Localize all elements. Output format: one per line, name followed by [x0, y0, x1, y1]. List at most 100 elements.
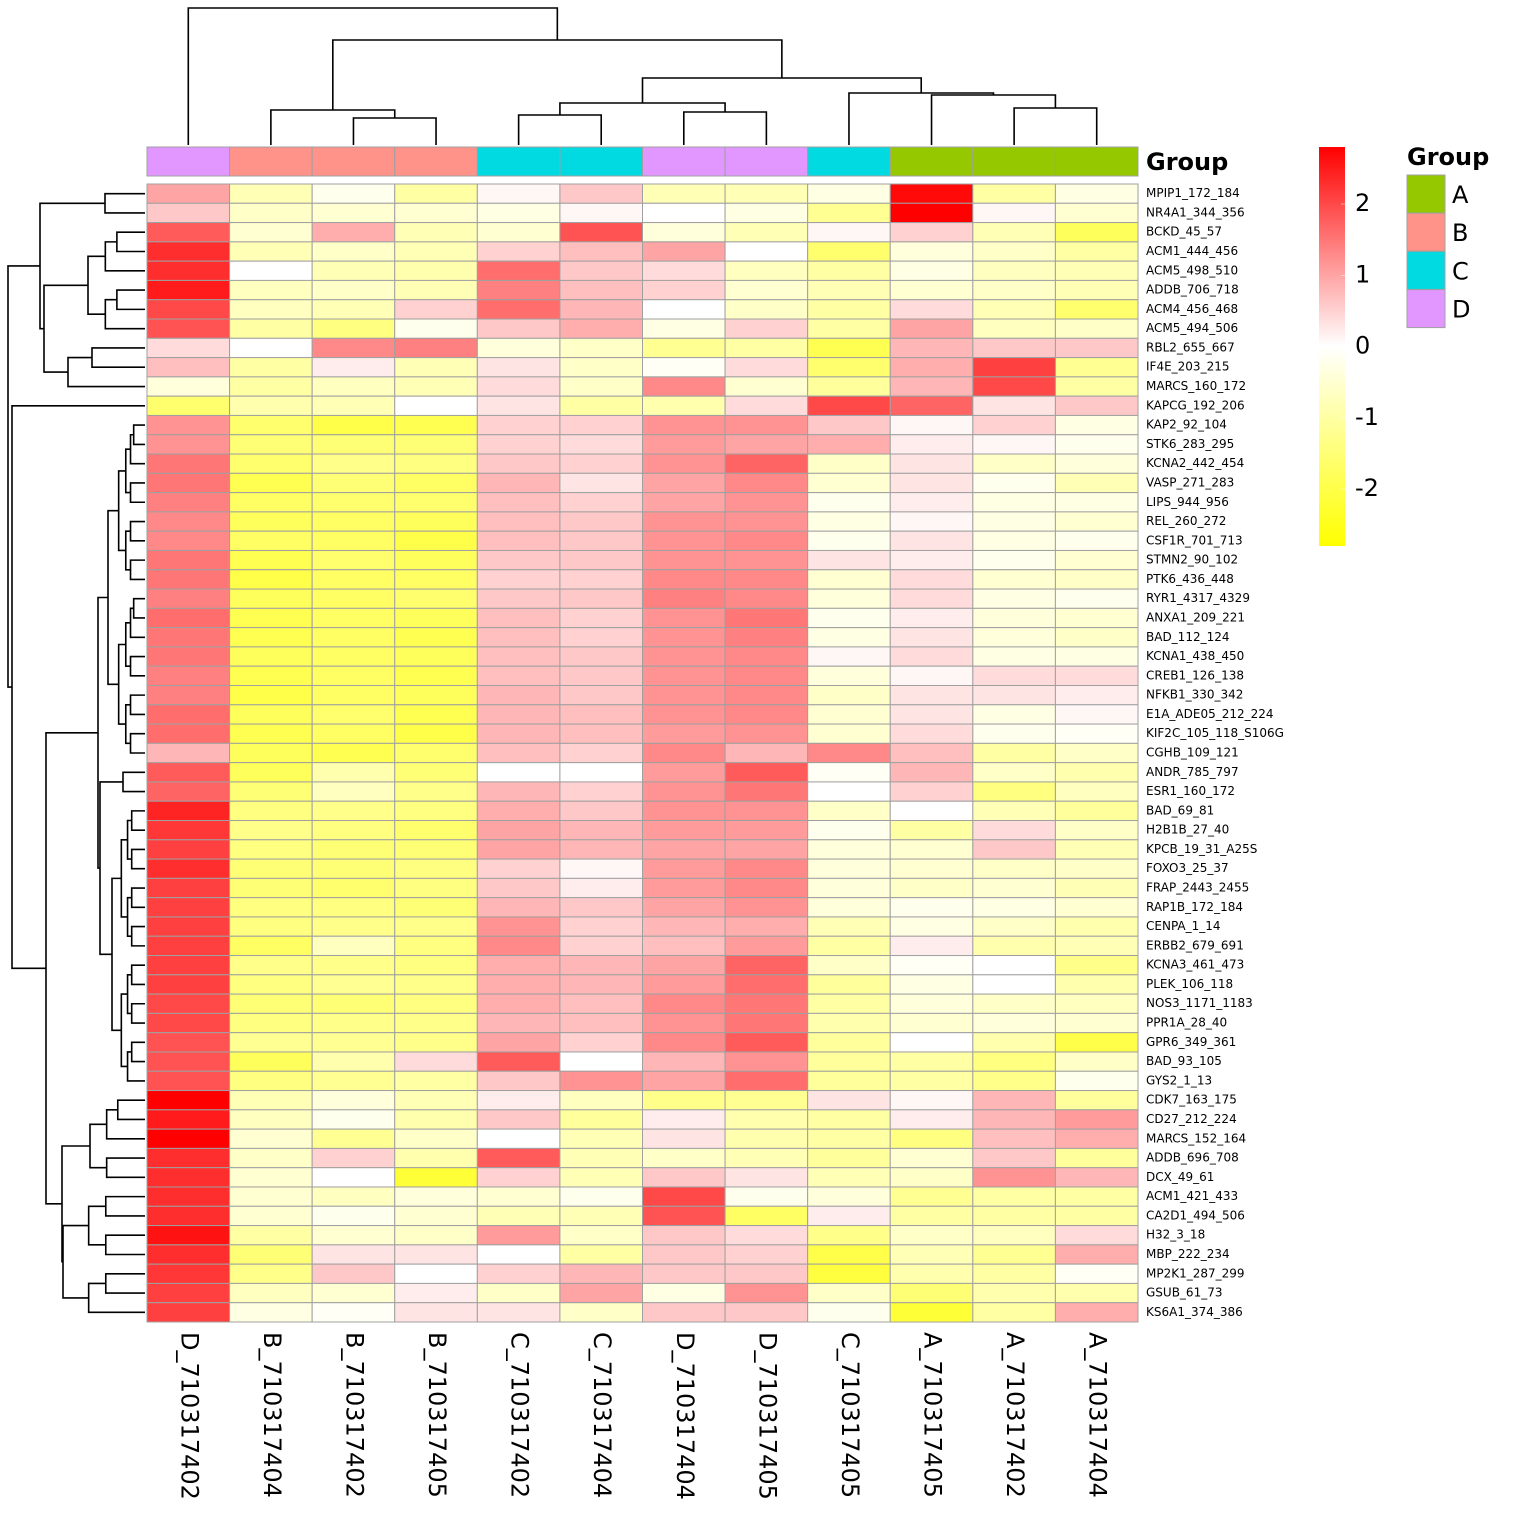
heatmap-cell — [1054, 202, 1139, 224]
heatmap-cell — [889, 549, 974, 571]
heatmap-cell — [311, 935, 396, 957]
heatmap-cell — [972, 704, 1056, 725]
heatmap-cell — [311, 395, 396, 416]
heatmap-cell — [394, 974, 478, 995]
heatmap-cell — [229, 1109, 313, 1130]
heatmap-cell — [229, 511, 313, 532]
heatmap-cell — [229, 1263, 313, 1284]
heatmap-cell — [394, 492, 478, 513]
heatmap-cell — [146, 723, 231, 744]
heatmap-cell — [559, 627, 644, 648]
heatmap-cell — [311, 704, 396, 725]
heatmap-cell — [559, 993, 644, 1014]
row-label: ERBB2_679_691 — [1146, 938, 1244, 952]
heatmap-cell — [807, 665, 891, 686]
heatmap-cell — [972, 877, 1056, 899]
row-label: RBL2_655_667 — [1146, 340, 1235, 354]
row-label: STK6_283_295 — [1146, 437, 1234, 451]
heatmap-cell — [229, 1012, 313, 1034]
heatmap-cell — [146, 607, 231, 629]
heatmap-cell — [146, 1205, 231, 1227]
heatmap-cell — [889, 299, 974, 320]
heatmap-cell — [724, 241, 809, 262]
heatmap-cell — [146, 1147, 231, 1169]
heatmap-cell — [1054, 684, 1139, 706]
heatmap-cell — [476, 569, 561, 590]
heatmap-cell — [476, 742, 561, 764]
heatmap-cell — [229, 1186, 313, 1207]
heatmap-cell — [229, 357, 313, 378]
heatmap-cell — [1054, 395, 1139, 416]
heatmap-cell — [559, 1205, 644, 1227]
heatmap-cell — [476, 453, 561, 474]
heatmap-cell — [559, 511, 644, 532]
heatmap-cell — [972, 453, 1056, 474]
heatmap-cell — [889, 530, 974, 551]
heatmap-cell — [394, 684, 478, 706]
heatmap-cell — [972, 723, 1056, 744]
heatmap-cell — [972, 202, 1056, 224]
heatmap-cell — [889, 607, 974, 629]
heatmap-cell — [476, 414, 561, 436]
heatmap-cell — [229, 800, 313, 822]
heatmap-cell — [972, 1225, 1056, 1246]
row-label: FOXO3_25_37 — [1146, 861, 1229, 875]
heatmap-cell — [1054, 530, 1139, 551]
heatmap-cell — [229, 492, 313, 513]
heatmap-cell — [807, 453, 891, 474]
heatmap-cell — [724, 762, 809, 783]
heatmap-cell — [311, 1147, 396, 1169]
heatmap-cell — [229, 376, 313, 397]
legend-label: C — [1452, 257, 1469, 285]
heatmap-cell — [311, 453, 396, 474]
heatmap-cell — [972, 742, 1056, 764]
heatmap-cell — [476, 877, 561, 899]
heatmap-cell — [394, 357, 478, 378]
annotation-cell — [807, 146, 891, 177]
heatmap-cell — [146, 1012, 231, 1034]
heatmap-cell — [807, 1244, 891, 1265]
heatmap-cell — [889, 202, 974, 224]
heatmap-cell — [1054, 569, 1139, 590]
heatmap-cell — [146, 530, 231, 551]
heatmap-cell — [146, 704, 231, 725]
heatmap-cell — [476, 530, 561, 551]
heatmap-cell — [642, 1205, 726, 1227]
row-label: CREB1_126_138 — [1146, 668, 1244, 682]
heatmap-cell — [146, 376, 231, 397]
heatmap-cell — [889, 627, 974, 648]
annotation-cell — [476, 146, 561, 177]
heatmap-cell — [394, 820, 478, 841]
heatmap-cell — [642, 993, 726, 1014]
heatmap-cell — [476, 665, 561, 686]
row-label: KCNA3_461_473 — [1146, 958, 1244, 972]
legend-label: D — [1452, 296, 1470, 324]
heatmap-cell — [476, 1012, 561, 1034]
heatmap-cell — [476, 202, 561, 224]
colorbar-tick-label: 1 — [1355, 260, 1370, 288]
heatmap-cell — [476, 781, 561, 802]
heatmap-cell — [642, 781, 726, 802]
heatmap-cell — [229, 1225, 313, 1246]
heatmap-cell — [972, 472, 1056, 494]
heatmap-cell — [229, 704, 313, 725]
heatmap-cell — [724, 955, 809, 976]
heatmap-cell — [146, 858, 231, 879]
heatmap-cell — [476, 434, 561, 455]
heatmap-cell — [394, 530, 478, 551]
heatmap-cell — [642, 935, 726, 957]
heatmap-cell — [642, 955, 726, 976]
heatmap-cell — [1054, 549, 1139, 571]
annotation-cell — [724, 146, 809, 177]
heatmap-cell — [807, 1263, 891, 1284]
column-label: B_710317404 — [258, 1332, 286, 1498]
heatmap-cell — [146, 993, 231, 1014]
heatmap-cell — [724, 202, 809, 224]
heatmap-cell — [724, 511, 809, 532]
heatmap-cell — [642, 279, 726, 301]
heatmap-cell — [807, 742, 891, 764]
heatmap-cell — [642, 742, 726, 764]
heatmap-cell — [559, 202, 644, 224]
heatmap-cell — [559, 1128, 644, 1149]
heatmap-cell — [889, 222, 974, 243]
